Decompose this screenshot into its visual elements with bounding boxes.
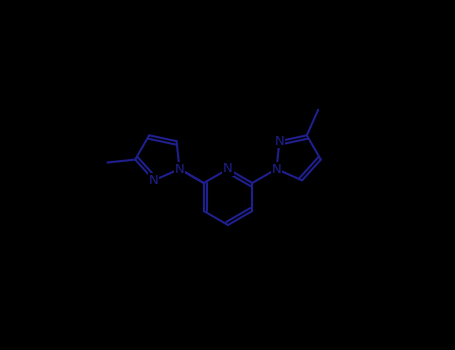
Text: N: N [272, 162, 281, 175]
Text: N: N [149, 174, 159, 187]
Text: N: N [274, 135, 284, 148]
Text: N: N [175, 162, 184, 175]
Text: N: N [223, 162, 233, 175]
Text: N: N [175, 162, 184, 175]
